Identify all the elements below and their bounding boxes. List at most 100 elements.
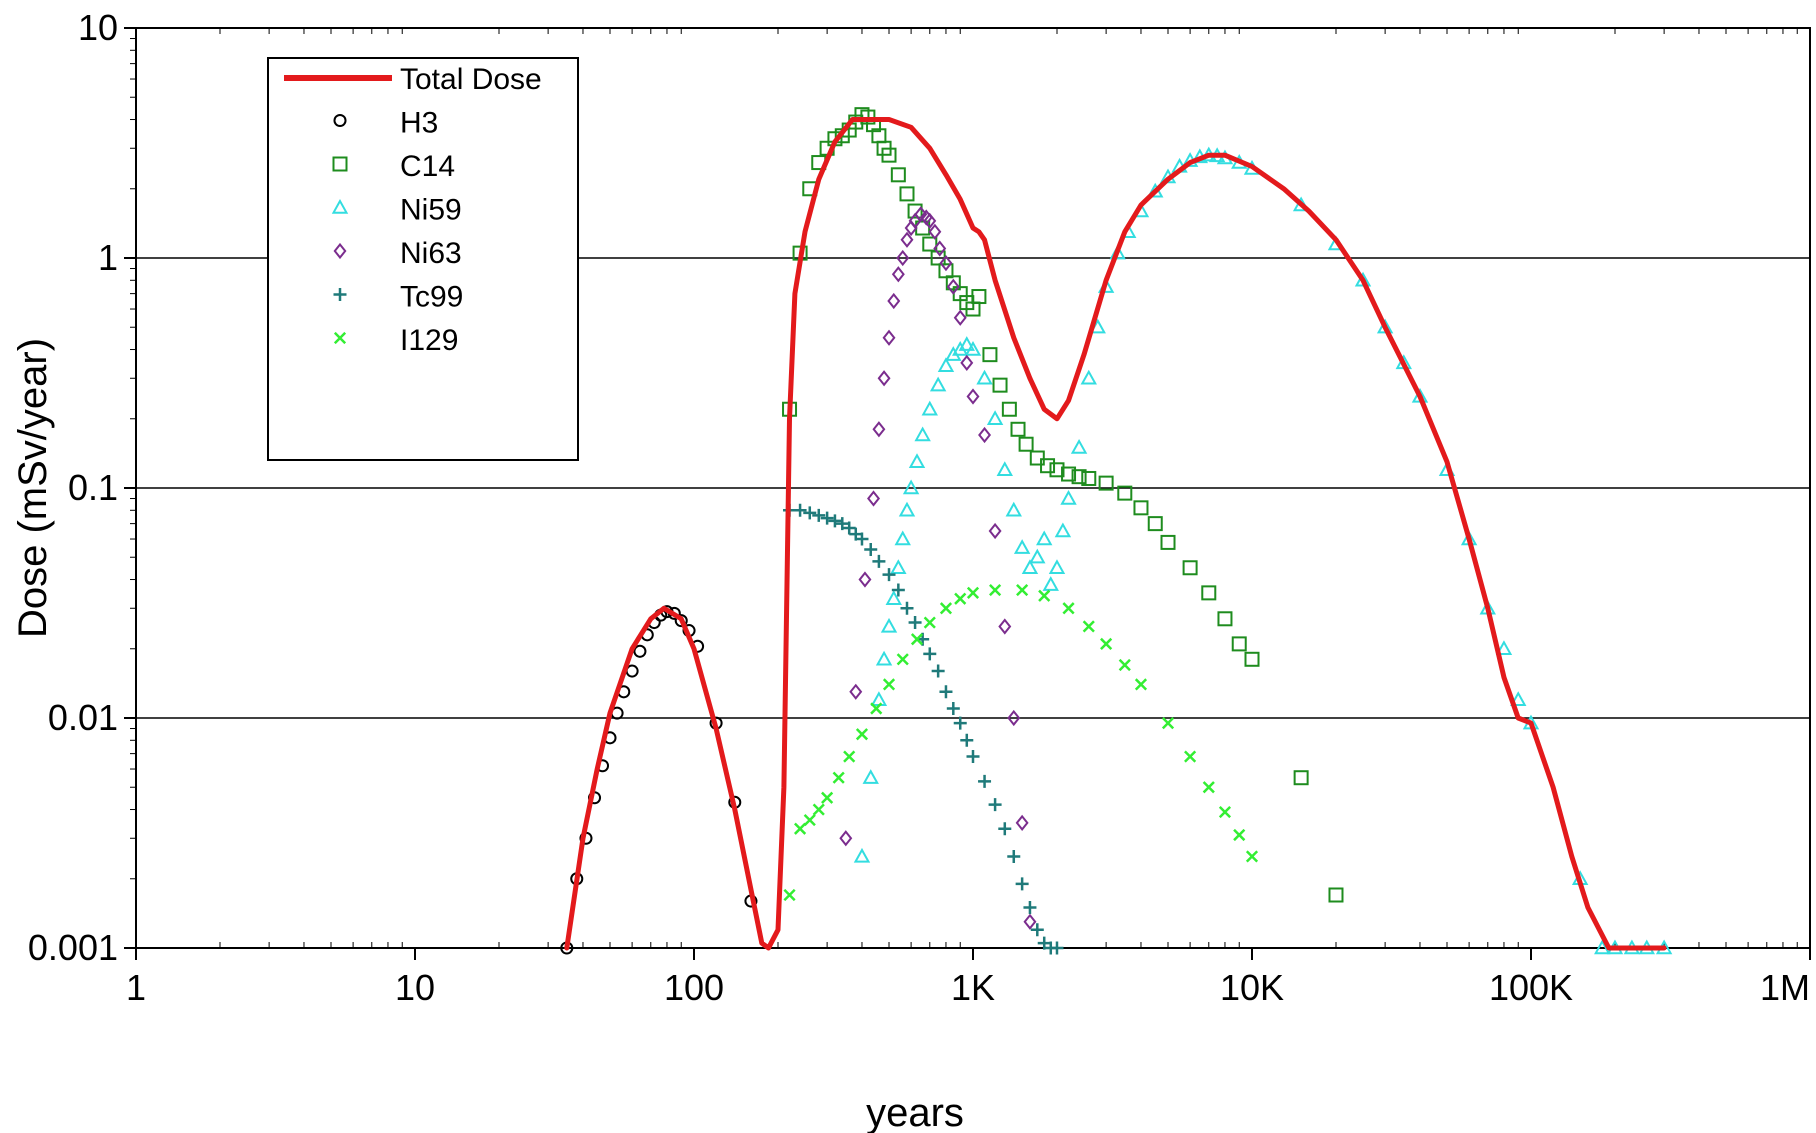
ni59-point [937, 357, 955, 372]
c14-point [1244, 651, 1260, 667]
ni59-point [902, 479, 920, 495]
i129-point [870, 702, 883, 715]
tc99-point [820, 511, 834, 525]
ni63-point [1007, 709, 1021, 727]
c14-point [1049, 462, 1065, 478]
tc99-point [835, 517, 849, 531]
ni63-point [988, 522, 1002, 540]
i129-point [1245, 850, 1259, 863]
series-c14 [782, 107, 1344, 903]
ni63-point [896, 249, 910, 267]
tc99-point [828, 514, 842, 528]
ni63-point [858, 571, 872, 588]
total-dose-line [564, 117, 1667, 951]
x-tick-label: 1K [951, 967, 995, 1008]
x-axis-ticks: 1 10 100 1K 10K 100K 1M [126, 948, 1811, 1008]
tc99-point [988, 798, 1002, 812]
ni59-point [908, 453, 926, 468]
ni59-point [1054, 522, 1072, 538]
ni63-point [872, 421, 886, 438]
i129-point [1134, 678, 1148, 691]
tc99-point [812, 508, 826, 522]
ni63-point [946, 278, 960, 295]
i129-point [1016, 583, 1029, 597]
i129-point [1161, 717, 1175, 730]
ni63-point [877, 370, 891, 387]
legend-box [267, 57, 579, 461]
ni59-point [894, 530, 911, 546]
ni59-point [1060, 489, 1077, 505]
ni59-point [885, 590, 902, 605]
c14-point [881, 147, 897, 163]
c14-point [1081, 470, 1097, 486]
legend-swatch-i129 [333, 331, 347, 345]
tc99-point [1050, 941, 1064, 955]
tc99-point [1015, 877, 1029, 891]
ni63-point [839, 830, 853, 847]
tc99-point [872, 554, 886, 568]
c14-point [1098, 475, 1114, 491]
ni59-point [875, 650, 893, 666]
ni59-point [890, 559, 907, 574]
ni59-point [853, 847, 871, 863]
tc99-point [882, 568, 896, 582]
tc99-point [998, 822, 1012, 836]
c14-point [1160, 534, 1176, 550]
i129-point [954, 592, 967, 605]
legend-swatch-ni59 [331, 198, 349, 214]
ni63-point [1015, 814, 1029, 831]
i129-point [966, 586, 980, 599]
h3-point [633, 644, 647, 658]
c14-point [922, 236, 938, 252]
legend-swatch-ni63 [333, 242, 347, 260]
ni63-point [900, 231, 914, 248]
series-total-dose [564, 117, 1667, 951]
ni59-point [958, 336, 975, 351]
ni59-point [1013, 539, 1031, 554]
ni63-point [887, 292, 901, 310]
c14-point [1133, 500, 1149, 516]
ni59-point [1495, 640, 1513, 655]
ni63-point [882, 329, 896, 346]
legend-label-tc99: Tc99 [400, 281, 463, 314]
ni63-point [939, 255, 953, 272]
tc99-point [1023, 900, 1037, 914]
ni59-point [1021, 559, 1039, 574]
tc99-point [978, 774, 992, 788]
x-tick-label: 1M [1760, 967, 1810, 1008]
tc99-point [1007, 849, 1021, 863]
tc99-point [793, 503, 807, 517]
ni59-point [996, 461, 1013, 476]
i129-point [1233, 828, 1246, 842]
ni59-point [964, 340, 982, 356]
ni63-point [998, 618, 1012, 635]
i129-point [910, 633, 924, 646]
c14-point [1147, 516, 1163, 532]
legend: Total Dose H3 C14 Ni59 Ni63 Tc99 I129 [267, 57, 579, 461]
i129-point [923, 616, 936, 629]
ni59-point [1029, 548, 1046, 564]
ni59-point [976, 369, 993, 385]
ni63-point [849, 683, 863, 700]
i129-point [821, 791, 834, 804]
tc99-point [803, 506, 817, 520]
y-axis-title: Dose (mSv/year) [11, 338, 55, 638]
c14-point [890, 167, 906, 183]
ni63-point [928, 223, 942, 240]
legend-swatch-c14 [332, 156, 348, 172]
c14-point [982, 347, 998, 363]
i129-point [1062, 602, 1075, 615]
c14-point [1217, 611, 1233, 627]
c14-point [1029, 450, 1045, 466]
tc99-point [1037, 936, 1051, 950]
tc99-point [891, 583, 905, 597]
i129-point [1082, 620, 1095, 633]
i129-point [803, 813, 816, 827]
tc99-point [900, 601, 914, 615]
tc99-point [864, 543, 878, 557]
ni63-point [953, 309, 967, 326]
ni63-point [966, 388, 980, 405]
c14-point [992, 377, 1008, 393]
i129-point [939, 602, 953, 615]
c14-point [1010, 421, 1026, 437]
